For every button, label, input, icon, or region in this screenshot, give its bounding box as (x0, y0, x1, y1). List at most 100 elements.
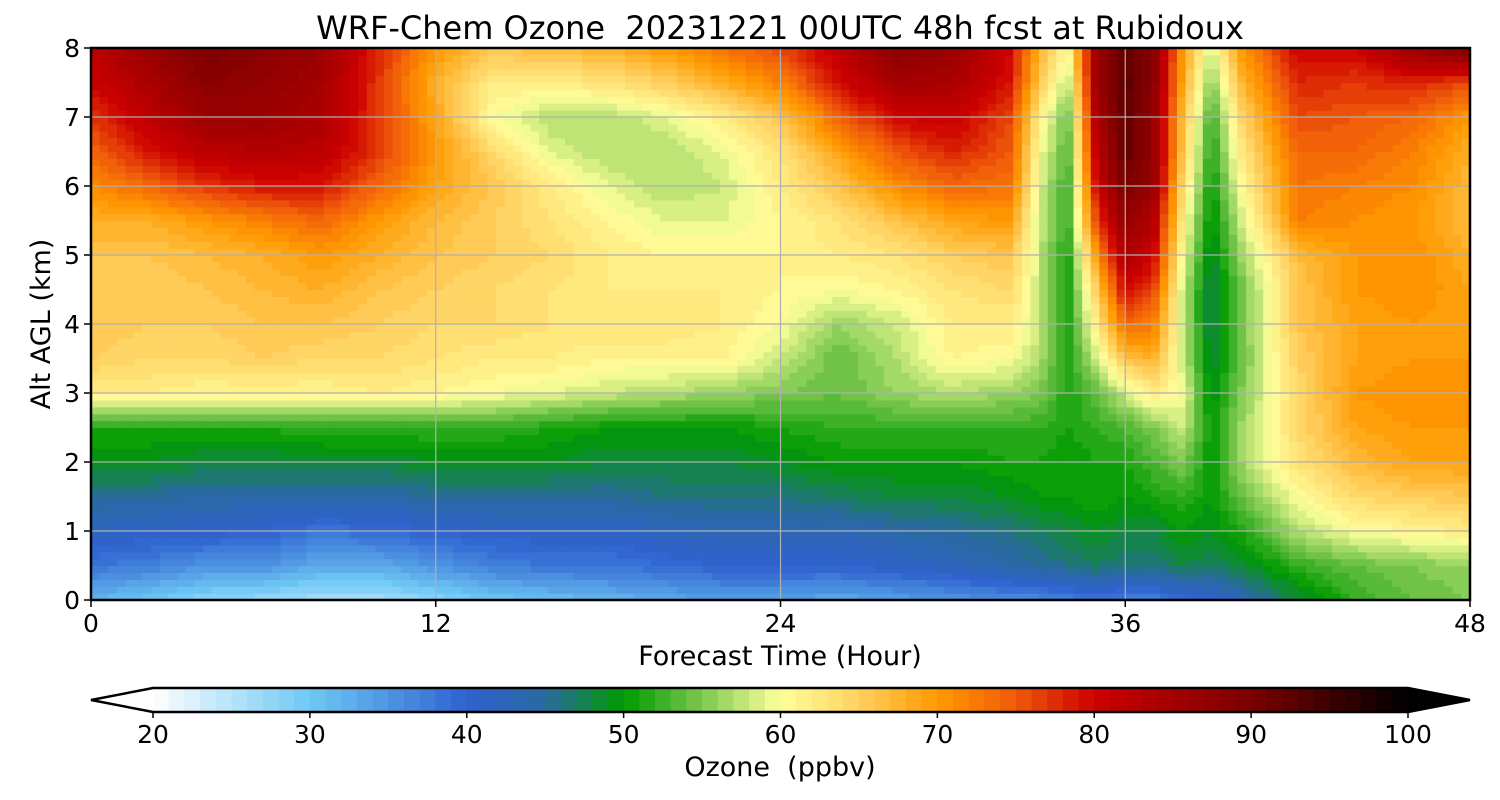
field-cell (970, 496, 980, 504)
field-cell (1289, 579, 1299, 587)
field-cell (478, 586, 489, 594)
field-cell (1220, 565, 1230, 573)
field-cell (806, 434, 816, 442)
field-cell (1340, 558, 1350, 567)
field-cell (797, 558, 807, 567)
field-cell (254, 551, 264, 560)
field-cell (435, 496, 445, 504)
field-cell (944, 558, 954, 567)
field-cell (961, 393, 971, 401)
field-cell (521, 551, 532, 560)
field-cell (1159, 468, 1169, 477)
field-cell (1176, 399, 1187, 408)
field-cell (814, 462, 825, 470)
field-cell (409, 503, 420, 511)
field-cell (1159, 593, 1169, 600)
field-cell (340, 379, 351, 387)
field-cell (392, 586, 402, 594)
field-cell (1280, 551, 1290, 560)
field-cell (944, 393, 954, 401)
field-cell (177, 551, 187, 560)
field-cell (168, 503, 178, 511)
field-cell (220, 420, 230, 429)
field-cell (358, 593, 368, 600)
field-cell (392, 413, 402, 422)
field-cell (547, 544, 558, 553)
field-cell (875, 586, 885, 594)
field-cell (91, 572, 101, 580)
field-cell (349, 434, 359, 442)
field-cell (659, 475, 670, 484)
field-cell (547, 524, 558, 532)
field-cell (1375, 413, 1385, 422)
field-cell (435, 393, 445, 401)
field-cell (685, 565, 695, 573)
field-cell (935, 462, 945, 470)
field-cell (1220, 496, 1230, 504)
field-cell (599, 420, 609, 429)
field-cell (1125, 572, 1135, 580)
field-cell (720, 406, 730, 415)
field-cell (409, 593, 420, 600)
field-cell (1297, 406, 1307, 415)
field-cell (625, 579, 635, 587)
field-cell (1383, 427, 1394, 435)
field-cell (1357, 434, 1368, 442)
field-cell (1073, 510, 1083, 518)
field-cell (608, 427, 618, 435)
field-cell (1357, 531, 1368, 539)
field-cell (987, 468, 997, 477)
field-cell (358, 579, 368, 587)
field-cell (1159, 524, 1169, 532)
field-cell (599, 558, 609, 567)
field-cell (1220, 572, 1230, 580)
field-cell (995, 386, 1006, 394)
field-cell (1202, 503, 1213, 511)
field-cell (1228, 537, 1238, 546)
field-cell (349, 468, 359, 477)
field-cell (625, 503, 635, 511)
field-cell (952, 551, 963, 560)
field-cell (1168, 531, 1178, 539)
field-cell (858, 475, 868, 484)
field-cell (159, 510, 170, 518)
field-cell (814, 406, 825, 415)
field-cell (1245, 434, 1256, 442)
field-cell (970, 468, 980, 477)
field-cell (1375, 503, 1385, 511)
field-cell (1039, 462, 1049, 470)
field-cell (461, 468, 471, 477)
field-cell (970, 413, 980, 422)
field-cell (918, 531, 928, 539)
field-cell (444, 503, 454, 511)
field-cell (625, 475, 635, 484)
field-cell (651, 579, 661, 587)
field-cell (1366, 413, 1376, 422)
field-cell (461, 393, 471, 401)
field-cell (633, 393, 644, 401)
field-cell (608, 544, 618, 553)
field-cell (108, 462, 118, 470)
field-cell (883, 455, 894, 463)
field-cell (1125, 475, 1135, 484)
field-cell (901, 462, 911, 470)
field-cell (1271, 434, 1281, 442)
field-cell (780, 565, 790, 573)
field-cell (556, 593, 566, 600)
field-cell (832, 448, 842, 456)
field-cell (194, 579, 204, 587)
field-cell (177, 579, 187, 587)
field-cell (668, 427, 678, 435)
field-cell (418, 537, 428, 546)
field-cell (599, 406, 609, 415)
field-cell (935, 413, 945, 422)
field-cell (780, 544, 790, 553)
field-cell (918, 420, 928, 429)
field-cell (668, 510, 678, 518)
field-cell (814, 565, 825, 573)
field-cell (1375, 565, 1385, 573)
field-cell (1357, 441, 1368, 449)
field-cell (452, 468, 463, 477)
field-cell (384, 393, 394, 401)
field-cell (340, 386, 351, 394)
